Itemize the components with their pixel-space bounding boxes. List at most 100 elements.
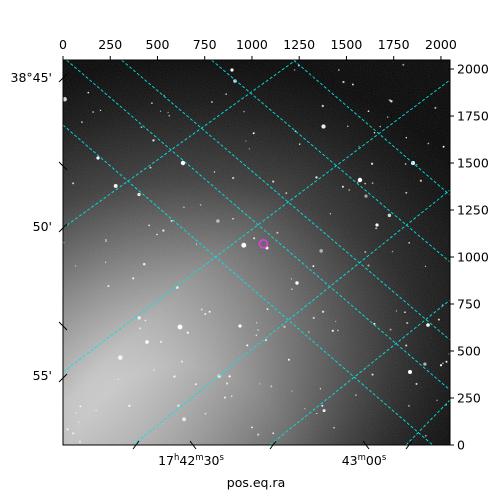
star bbox=[162, 229, 165, 232]
star bbox=[183, 206, 185, 209]
star bbox=[167, 111, 169, 114]
left-tick bbox=[58, 73, 68, 83]
bright-star bbox=[180, 160, 186, 166]
star bbox=[364, 251, 367, 253]
right-tick-label: 750 bbox=[457, 297, 481, 312]
star bbox=[424, 434, 427, 437]
star bbox=[225, 382, 229, 385]
star bbox=[228, 375, 231, 378]
star bbox=[104, 261, 107, 263]
left-axis: 38°45' 50' 55' bbox=[11, 70, 68, 383]
star bbox=[389, 328, 392, 331]
star bbox=[152, 368, 155, 371]
star bbox=[139, 327, 142, 330]
star bbox=[232, 218, 234, 220]
star bbox=[78, 421, 80, 423]
grid-line bbox=[63, 79, 450, 373]
star bbox=[225, 93, 228, 95]
star bbox=[407, 404, 410, 407]
star bbox=[405, 191, 408, 194]
star bbox=[395, 310, 398, 312]
star bbox=[186, 331, 189, 334]
star bbox=[316, 412, 318, 415]
star bbox=[304, 408, 306, 410]
star bbox=[270, 385, 273, 388]
star bbox=[319, 388, 322, 390]
coordinate-grid bbox=[63, 60, 450, 445]
star bbox=[387, 213, 392, 218]
star bbox=[442, 145, 445, 148]
star bbox=[387, 116, 389, 118]
right-tick-label: 2000 bbox=[457, 62, 489, 77]
star bbox=[253, 237, 256, 240]
grid-line bbox=[210, 60, 450, 263]
star bbox=[257, 329, 259, 331]
star bbox=[137, 192, 141, 197]
star bbox=[95, 409, 97, 412]
star bbox=[364, 182, 367, 185]
star bbox=[351, 83, 354, 86]
right-tick-label: 1250 bbox=[457, 203, 489, 218]
right-tick-label: 500 bbox=[457, 344, 481, 359]
grid-line bbox=[65, 60, 450, 391]
left-tick bbox=[58, 161, 68, 171]
bright-star bbox=[375, 223, 379, 227]
top-tick-label: 2000 bbox=[425, 37, 457, 52]
star bbox=[105, 240, 107, 242]
star bbox=[341, 185, 344, 188]
target-marker bbox=[258, 239, 269, 249]
top-tick-label: 250 bbox=[98, 37, 122, 52]
star bbox=[291, 390, 293, 392]
bottom-tick bbox=[132, 440, 140, 450]
star bbox=[390, 100, 393, 103]
star bbox=[148, 224, 150, 227]
top-tick-label: 1250 bbox=[283, 37, 315, 52]
left-tick-label: 50' bbox=[33, 219, 52, 234]
top-tick-label: 1000 bbox=[236, 37, 268, 52]
star bbox=[250, 426, 253, 429]
star bbox=[364, 194, 368, 198]
star bbox=[379, 125, 381, 128]
bottom-axis: 17h42m30s 43m00s pos.eq.ra bbox=[132, 440, 413, 490]
star bbox=[437, 318, 440, 321]
star bbox=[232, 176, 235, 180]
right-axis: 0 250 500 750 1000 1250 1500 1750 2000 bbox=[450, 62, 489, 453]
star bbox=[419, 179, 423, 182]
right-tick-label: 1000 bbox=[457, 250, 489, 265]
star bbox=[74, 265, 77, 267]
bright-star bbox=[426, 323, 430, 327]
top-axis: 0 250 500 750 1000 1250 1500 1750 2000 bbox=[59, 37, 457, 60]
star bbox=[246, 344, 249, 347]
star bbox=[204, 412, 207, 415]
grid-line bbox=[292, 60, 450, 196]
star bbox=[312, 316, 315, 319]
star bbox=[128, 404, 131, 407]
star bbox=[63, 97, 67, 102]
bright-star bbox=[96, 156, 100, 160]
star bbox=[319, 249, 324, 253]
star bbox=[107, 285, 110, 288]
star bbox=[142, 262, 146, 266]
star bbox=[404, 163, 407, 165]
bottom-tick bbox=[405, 440, 413, 450]
bottom-tick-label: 17h42m30s bbox=[158, 453, 224, 468]
star bbox=[152, 139, 155, 142]
left-tick bbox=[58, 223, 68, 233]
star bbox=[322, 409, 326, 413]
star bbox=[132, 277, 135, 280]
star bbox=[436, 399, 438, 402]
star bbox=[312, 265, 315, 268]
star bbox=[255, 334, 258, 336]
star bbox=[72, 432, 75, 435]
left-tick bbox=[58, 373, 68, 383]
star bbox=[337, 69, 340, 71]
star-field bbox=[63, 63, 450, 443]
star bbox=[404, 311, 406, 313]
star bbox=[170, 219, 173, 222]
star bbox=[105, 239, 107, 241]
star bbox=[194, 383, 197, 386]
star bbox=[216, 219, 220, 223]
plot-frame bbox=[62, 59, 451, 446]
star bbox=[204, 312, 207, 316]
bottom-tick bbox=[269, 440, 277, 450]
